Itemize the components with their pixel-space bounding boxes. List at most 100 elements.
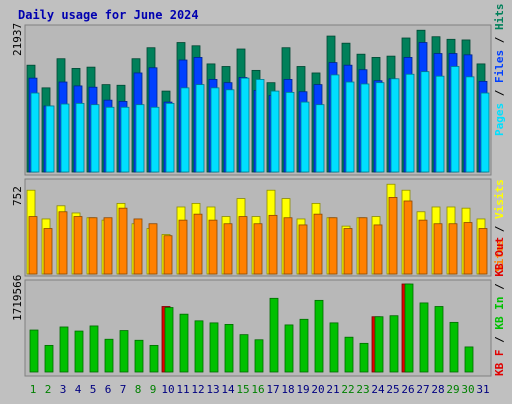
x-label-day-31: 31 bbox=[476, 383, 489, 396]
pages-bar-day-11 bbox=[180, 87, 190, 173]
pages-bar-day-31 bbox=[480, 92, 490, 173]
kb-in-bar-day-16 bbox=[254, 339, 264, 373]
legend-item: Hits bbox=[493, 4, 506, 31]
x-label-day-10: 10 bbox=[161, 383, 174, 396]
kb-in-bar-day-24 bbox=[374, 316, 384, 373]
kb-in-bar-day-4 bbox=[74, 330, 84, 373]
legend-separator: / bbox=[493, 83, 506, 103]
pages-bar-day-13 bbox=[210, 87, 220, 173]
legend-separator: / bbox=[493, 30, 506, 50]
x-label-day-17: 17 bbox=[266, 383, 279, 396]
pages-bar-day-6 bbox=[105, 106, 115, 173]
x-label-day-6: 6 bbox=[105, 383, 112, 396]
x-label-day-25: 25 bbox=[386, 383, 399, 396]
sites-bar-day-30 bbox=[463, 222, 473, 275]
pages-bar-day-1 bbox=[30, 92, 40, 173]
x-label-day-24: 24 bbox=[371, 383, 385, 396]
visits-max-label: 752 bbox=[11, 186, 24, 206]
x-label-day-21: 21 bbox=[326, 383, 339, 396]
x-label-day-14: 14 bbox=[221, 383, 235, 396]
legend-item: Visits bbox=[493, 179, 506, 219]
sites-bar-day-25 bbox=[388, 197, 398, 275]
pages-bar-day-21 bbox=[330, 74, 340, 173]
kb-in-bar-day-3 bbox=[59, 326, 69, 373]
pages-bar-day-22 bbox=[345, 81, 355, 173]
x-label-day-5: 5 bbox=[90, 383, 97, 396]
kb-in-bar-day-26 bbox=[404, 283, 414, 373]
kb-in-bar-day-7 bbox=[119, 330, 129, 373]
sites-bar-day-26 bbox=[403, 200, 413, 275]
sites-bar-day-24 bbox=[373, 224, 383, 275]
legend-separator: / bbox=[493, 330, 506, 350]
sites-bar-day-22 bbox=[343, 228, 353, 275]
sites-bar-day-29 bbox=[448, 223, 458, 275]
x-label-day-11: 11 bbox=[176, 383, 189, 396]
pages-bar-day-24 bbox=[375, 82, 385, 173]
sites-bar-day-12 bbox=[193, 213, 203, 275]
pages-bar-day-15 bbox=[240, 77, 250, 173]
sites-bar-day-31 bbox=[478, 228, 488, 275]
sites-bar-day-23 bbox=[358, 217, 368, 275]
legend-item: Sites bbox=[493, 239, 506, 272]
x-label-day-4: 4 bbox=[75, 383, 82, 396]
sites-bar-day-27 bbox=[418, 219, 428, 275]
sites-bar-day-10 bbox=[163, 235, 173, 275]
legend: KB F / KB In / KB Out bbox=[493, 237, 506, 376]
x-label-day-9: 9 bbox=[150, 383, 157, 396]
pages-bar-day-27 bbox=[420, 71, 430, 173]
x-label-day-2: 2 bbox=[45, 383, 52, 396]
x-label-day-3: 3 bbox=[60, 383, 67, 396]
kb-in-bar-day-27 bbox=[419, 302, 429, 373]
sites-bar-day-6 bbox=[103, 217, 113, 275]
sites-bar-day-7 bbox=[118, 207, 128, 275]
sites-bar-day-18 bbox=[283, 217, 293, 275]
kb-in-bar-day-22 bbox=[344, 336, 354, 373]
sites-bar-day-11 bbox=[178, 219, 188, 275]
legend-item: KB Out bbox=[493, 237, 506, 277]
kb-in-bar-day-28 bbox=[434, 306, 444, 373]
pages-bar-day-28 bbox=[435, 75, 445, 173]
kb-in-bar-day-20 bbox=[314, 299, 324, 373]
x-label-day-23: 23 bbox=[356, 383, 369, 396]
pages-bar-day-4 bbox=[75, 102, 85, 173]
sites-bar-day-16 bbox=[253, 223, 263, 275]
sites-bar-day-8 bbox=[133, 218, 143, 275]
sites-bar-day-5 bbox=[88, 217, 98, 275]
x-label-day-26: 26 bbox=[401, 383, 414, 396]
sites-bar-day-15 bbox=[238, 216, 248, 275]
legend: Sites / Visits bbox=[493, 179, 506, 272]
pages-bar-day-10 bbox=[165, 102, 175, 173]
pages-bar-day-25 bbox=[390, 78, 400, 173]
legend-item: Pages bbox=[493, 103, 506, 136]
legend-item: KB F bbox=[493, 350, 506, 377]
x-label-day-30: 30 bbox=[461, 383, 474, 396]
x-label-day-16: 16 bbox=[251, 383, 264, 396]
sites-bar-day-3 bbox=[58, 211, 68, 275]
kb-in-bar-day-13 bbox=[209, 322, 219, 373]
kb-in-bar-day-6 bbox=[104, 338, 114, 373]
kb-in-bar-day-21 bbox=[329, 322, 339, 373]
sites-bar-day-14 bbox=[223, 223, 233, 275]
sites-bar-day-4 bbox=[73, 216, 83, 275]
x-label-day-18: 18 bbox=[281, 383, 294, 396]
legend-item: Files bbox=[493, 50, 506, 83]
pages-bar-day-5 bbox=[90, 104, 100, 173]
kb-in-bar-day-11 bbox=[179, 313, 189, 373]
pages-bar-day-7 bbox=[120, 106, 130, 173]
x-axis-labels: 1 2 3 4 5 6 7 8 9 10 11 12 13 14 15 16 17 18 19 20 21 22 23 24 2… bbox=[30, 383, 490, 396]
chart-bars bbox=[26, 29, 490, 373]
pages-bar-day-26 bbox=[405, 73, 415, 173]
sites-bar-day-21 bbox=[328, 217, 338, 275]
kb-in-bar-day-15 bbox=[239, 334, 249, 373]
pages-bar-day-16 bbox=[255, 79, 265, 173]
pages-bar-day-12 bbox=[195, 84, 205, 173]
sites-bar-day-13 bbox=[208, 219, 218, 275]
pages-bar-day-18 bbox=[285, 91, 295, 173]
pages-bar-day-19 bbox=[300, 101, 310, 173]
x-label-day-15: 15 bbox=[236, 383, 249, 396]
kb-in-bar-day-25 bbox=[389, 315, 399, 373]
sites-bar-day-1 bbox=[28, 216, 38, 275]
hits-max-label: 21937 bbox=[11, 23, 24, 56]
kb-in-bar-day-8 bbox=[134, 339, 144, 373]
